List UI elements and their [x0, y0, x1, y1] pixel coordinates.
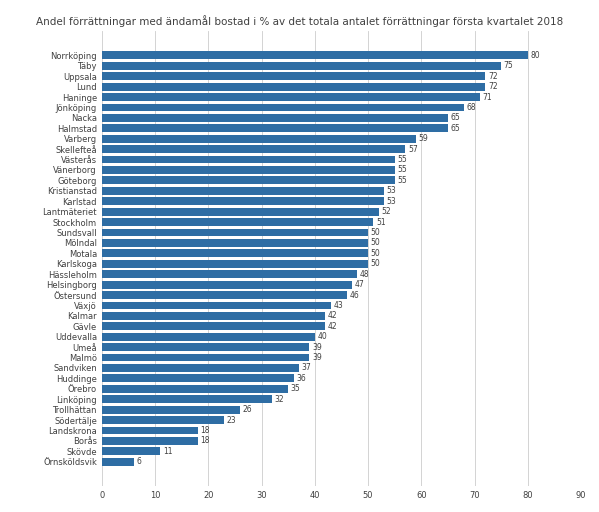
- Bar: [102, 83, 485, 91]
- Bar: [102, 270, 358, 278]
- Text: 72: 72: [488, 72, 498, 81]
- Bar: [102, 260, 368, 268]
- Bar: [102, 333, 315, 340]
- Text: 40: 40: [317, 332, 327, 341]
- Bar: [102, 218, 373, 226]
- Text: 53: 53: [387, 186, 397, 195]
- Text: 6: 6: [137, 457, 141, 466]
- Text: 75: 75: [504, 61, 513, 70]
- Text: 50: 50: [371, 239, 380, 247]
- Bar: [102, 291, 347, 299]
- Text: 72: 72: [488, 82, 498, 91]
- Text: 39: 39: [312, 353, 322, 362]
- Text: Andel förrättningar med ändamål bostad i % av det totala antalet förrättningar f: Andel förrättningar med ändamål bostad i…: [36, 15, 563, 27]
- Text: 46: 46: [349, 290, 359, 300]
- Bar: [102, 395, 272, 403]
- Text: 47: 47: [355, 280, 364, 289]
- Text: 50: 50: [371, 259, 380, 268]
- Bar: [102, 103, 464, 111]
- Text: 51: 51: [376, 218, 386, 227]
- Bar: [102, 197, 384, 205]
- Text: 18: 18: [200, 426, 210, 435]
- Text: 42: 42: [328, 322, 338, 331]
- Bar: [102, 228, 368, 237]
- Text: 36: 36: [296, 374, 306, 383]
- Text: 32: 32: [275, 395, 285, 404]
- Text: 39: 39: [312, 343, 322, 352]
- Bar: [102, 281, 352, 289]
- Text: 80: 80: [531, 51, 540, 60]
- Bar: [102, 385, 288, 393]
- Text: 55: 55: [397, 155, 407, 164]
- Bar: [102, 374, 294, 382]
- Text: 35: 35: [291, 385, 301, 393]
- Bar: [102, 364, 299, 372]
- Bar: [102, 458, 134, 466]
- Text: 55: 55: [397, 176, 407, 185]
- Bar: [102, 166, 395, 174]
- Text: 50: 50: [371, 228, 380, 237]
- Text: 50: 50: [371, 249, 380, 258]
- Bar: [102, 406, 240, 414]
- Bar: [102, 249, 368, 257]
- Bar: [102, 354, 310, 361]
- Bar: [102, 177, 395, 184]
- Text: 43: 43: [334, 301, 343, 310]
- Text: 65: 65: [450, 113, 460, 122]
- Text: 71: 71: [483, 93, 492, 101]
- Text: 11: 11: [163, 447, 173, 456]
- Text: 42: 42: [328, 311, 338, 321]
- Bar: [102, 114, 448, 122]
- Bar: [102, 187, 384, 195]
- Text: 53: 53: [387, 197, 397, 206]
- Bar: [102, 72, 485, 80]
- Text: 37: 37: [301, 364, 311, 373]
- Bar: [102, 343, 310, 351]
- Bar: [102, 208, 379, 216]
- Text: 57: 57: [408, 144, 418, 154]
- Bar: [102, 124, 448, 132]
- Bar: [102, 323, 325, 330]
- Bar: [102, 145, 406, 153]
- Text: 26: 26: [243, 405, 253, 414]
- Bar: [102, 302, 331, 309]
- Bar: [102, 156, 395, 163]
- Bar: [102, 135, 416, 143]
- Text: 18: 18: [200, 436, 210, 445]
- Text: 59: 59: [419, 134, 428, 143]
- Bar: [102, 239, 368, 247]
- Text: 52: 52: [382, 207, 391, 216]
- Bar: [102, 93, 480, 101]
- Bar: [102, 62, 501, 70]
- Bar: [102, 426, 198, 434]
- Text: 68: 68: [467, 103, 476, 112]
- Bar: [102, 312, 325, 320]
- Bar: [102, 437, 198, 445]
- Bar: [102, 447, 161, 455]
- Text: 55: 55: [397, 165, 407, 175]
- Bar: [102, 51, 528, 59]
- Text: 23: 23: [227, 416, 237, 424]
- Text: 48: 48: [360, 270, 370, 279]
- Bar: [102, 416, 224, 424]
- Text: 65: 65: [450, 124, 460, 133]
